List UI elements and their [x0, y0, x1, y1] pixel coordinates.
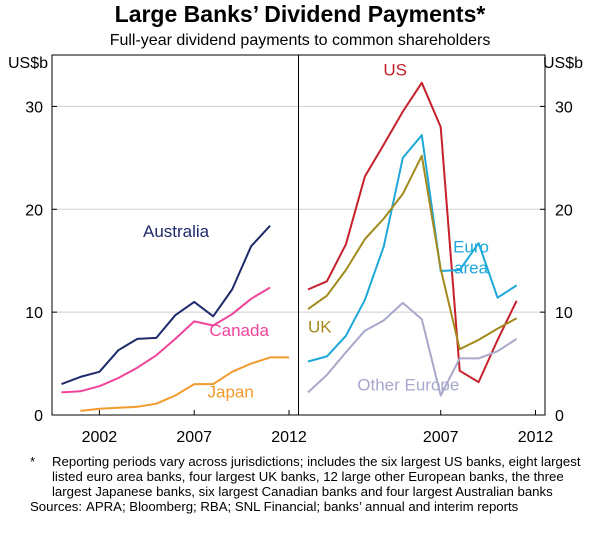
series-line-us: [307, 81, 518, 384]
plot-frame: [51, 54, 546, 416]
series-line-japan: [80, 356, 289, 412]
series-label-euro-area: Euro area: [453, 237, 489, 277]
series-label-canada: Canada: [209, 321, 269, 340]
footnote-text: Reporting periods vary across jurisdicti…: [52, 454, 581, 499]
footnote-marker: *: [30, 454, 36, 469]
series-line-australia: [61, 225, 271, 386]
series-label-uk: UK: [308, 318, 332, 337]
series-line-canada: [61, 286, 271, 394]
series-line-other-europe: [307, 301, 518, 397]
y-tick-left-10: 10: [25, 305, 43, 322]
y-tick-left-30: 30: [25, 99, 43, 116]
series-label-other-europe: Other Europe: [357, 375, 459, 394]
y-tick-left-0: 0: [34, 408, 43, 425]
series-line-uk: [307, 154, 518, 351]
x-tick-p1-2007: 2007: [423, 429, 459, 446]
y-tick-right-30: 30: [555, 99, 573, 116]
series-label-australia: Australia: [143, 222, 210, 241]
left-unit-label: US$b: [8, 55, 48, 72]
x-tick-p0-2002: 2002: [82, 429, 118, 446]
series-labels: Australia Canada Japan US Euro area UK Other Eu…: [143, 61, 489, 402]
series-line-euro-area: [307, 134, 518, 363]
chart-title: Large Banks’ Dividend Payments*: [115, 1, 486, 27]
footnote: * Reporting periods vary across jurisdic…: [30, 454, 590, 499]
sources-text: APRA; Bloomberg; RBA; SNL Financial; ban…: [86, 499, 519, 514]
sources-label: Sources:: [30, 499, 83, 514]
series-label-us: US: [383, 61, 407, 80]
y-tick-left-20: 20: [25, 202, 43, 219]
y-tick-right-0: 0: [555, 408, 564, 425]
x-axis-ticks: 2002 2007 2012 2007 2012: [82, 410, 554, 446]
x-tick-p0-2012: 2012: [271, 429, 307, 446]
sources: Sources: APRA; Bloomberg; RBA; SNL Finan…: [30, 499, 590, 514]
series-lines: [61, 81, 518, 412]
y-tick-right-20: 20: [555, 202, 573, 219]
chart-subtitle: Full-year dividend payments to common sh…: [110, 32, 491, 49]
y-axis-ticks: 0 0 10 10 20 20 30 30: [25, 99, 573, 425]
dividend-chart: Large Banks’ Dividend Payments* Full-yea…: [8, 1, 583, 446]
y-tick-right-10: 10: [555, 305, 573, 322]
series-label-japan: Japan: [207, 383, 253, 402]
x-tick-p1-2012: 2012: [518, 429, 554, 446]
x-tick-p0-2007: 2007: [176, 429, 212, 446]
chart-notes: * Reporting periods vary across jurisdic…: [30, 454, 590, 514]
right-unit-label: US$b: [543, 55, 583, 72]
